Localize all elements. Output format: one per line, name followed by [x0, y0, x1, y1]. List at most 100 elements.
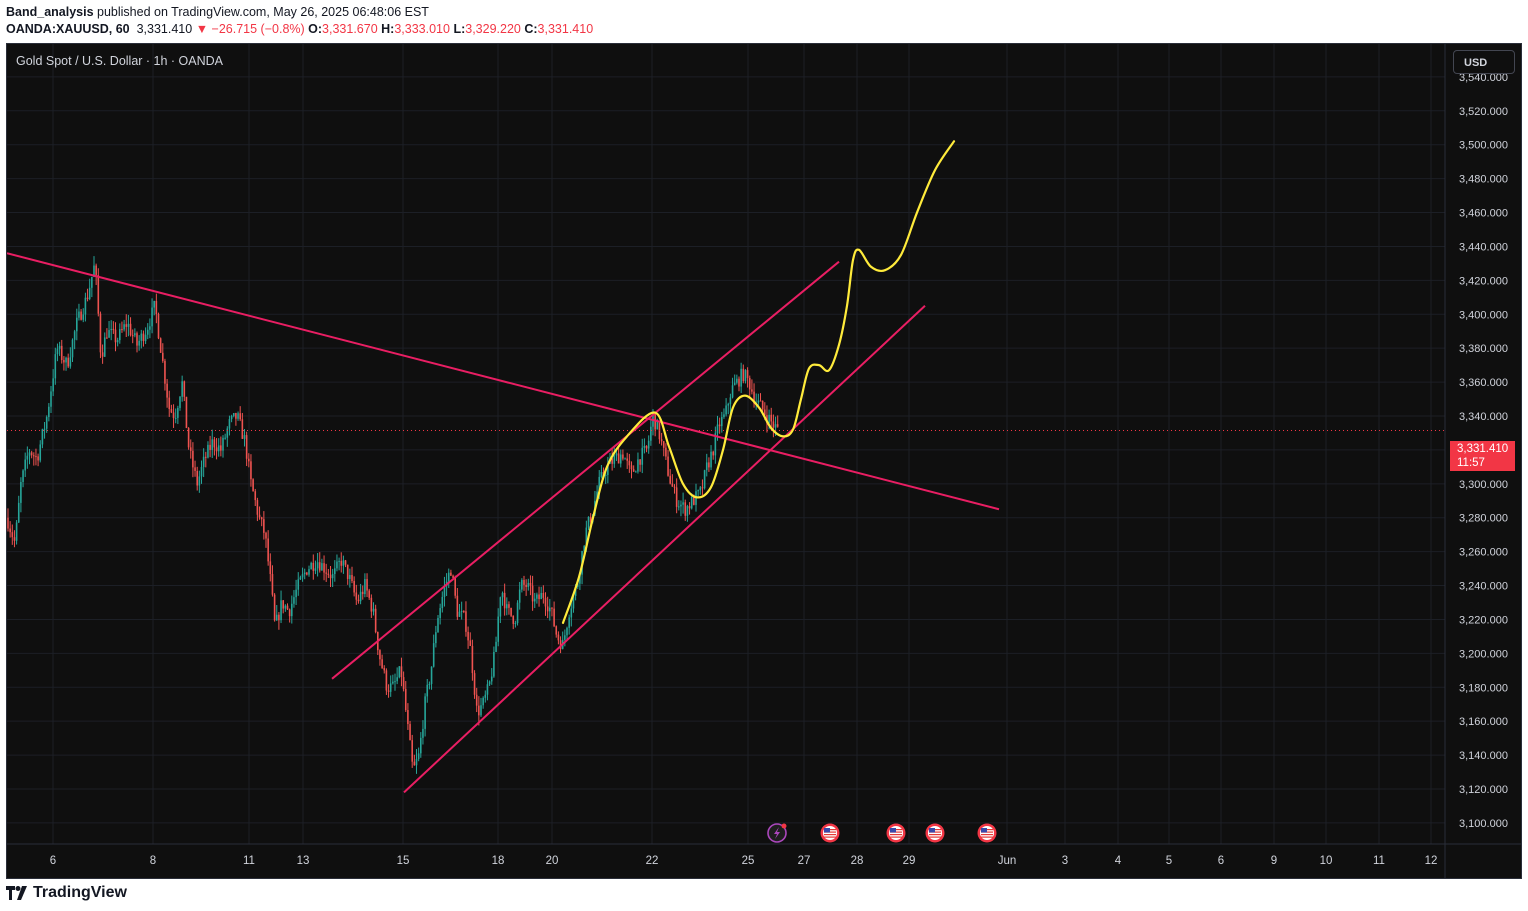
candle-body	[753, 391, 755, 404]
candle-body	[228, 419, 231, 429]
candle-body	[181, 381, 183, 397]
us-flag-event-icon[interactable]	[820, 823, 840, 843]
flag-stripe	[929, 836, 941, 838]
candle-body	[263, 519, 265, 533]
candle-body	[458, 611, 461, 617]
candle-body	[600, 472, 603, 477]
y-tick-label: 3,260.000	[1459, 547, 1508, 559]
candle-body	[540, 592, 542, 600]
candle-body	[538, 594, 540, 600]
candle-body	[686, 506, 689, 516]
candle-body	[589, 516, 592, 522]
candle-body	[708, 462, 710, 468]
high-value: 3,333.010	[394, 22, 450, 36]
candle-body	[478, 705, 480, 716]
candle-body	[142, 333, 145, 342]
candle-body	[155, 300, 158, 315]
candle-body	[65, 357, 67, 363]
candle-body	[424, 696, 426, 729]
candle-body	[93, 265, 95, 277]
candle-body	[278, 614, 280, 621]
chart-panel[interactable]: 3,100.000 3,120.000 3,140.000 3,160.000 3,18…	[6, 43, 1522, 879]
candle-body	[275, 614, 278, 621]
candle-body	[82, 314, 85, 320]
candle-body	[157, 314, 160, 339]
flag-stripe	[890, 834, 902, 836]
us-flag-event-icon[interactable]	[977, 823, 997, 843]
footer-brand[interactable]: TradingView	[6, 880, 127, 906]
candle-body	[11, 532, 14, 538]
candle-body	[527, 582, 530, 587]
candle-body	[641, 447, 644, 465]
candle-body	[45, 417, 48, 429]
candle-body	[153, 300, 155, 308]
candle-body	[67, 357, 69, 367]
candle-body	[310, 562, 312, 570]
candle-body	[43, 428, 46, 430]
candle-body	[346, 564, 349, 579]
candle-body	[119, 329, 121, 341]
price-chart[interactable]: 3,100.000 3,120.000 3,140.000 3,160.000 3,18…	[7, 44, 1521, 878]
candle-body	[727, 404, 730, 406]
candle-body	[185, 396, 188, 429]
author-name[interactable]: Band_analysis	[6, 5, 94, 19]
candle-body	[248, 458, 250, 462]
candle-body	[129, 323, 132, 336]
candle-body	[198, 476, 201, 486]
candle-body	[680, 504, 682, 507]
candle-body	[78, 311, 80, 318]
candle-body	[699, 487, 702, 491]
symbol-title: Gold Spot / U.S. Dollar · 1h · OANDA	[16, 54, 224, 68]
candle-body	[463, 610, 465, 612]
candle-body	[60, 345, 63, 361]
candle-body	[604, 474, 607, 476]
candle-body	[682, 502, 684, 505]
candle-body	[26, 455, 29, 460]
candle-body	[742, 368, 745, 382]
candle-body	[471, 645, 474, 674]
y-tick-label: 3,240.000	[1459, 581, 1508, 593]
candle-body	[650, 426, 652, 441]
candle-body	[533, 598, 536, 602]
candle-body	[705, 462, 708, 471]
candle-body	[744, 370, 747, 382]
y-tick-label: 3,140.000	[1459, 750, 1508, 762]
publish-text: published on TradingView.com, May 26, 20…	[93, 5, 429, 19]
x-tick-label: 28	[851, 855, 864, 867]
candle-body	[432, 643, 435, 667]
candle-body	[570, 608, 573, 618]
candle-body	[252, 479, 254, 492]
candle-body	[321, 563, 323, 571]
candle-body	[41, 429, 44, 445]
channel-upper	[331, 260, 840, 680]
candle-body	[499, 597, 502, 617]
candle-body	[422, 728, 424, 738]
candle-body	[697, 490, 699, 492]
candle-body	[318, 562, 321, 571]
candle-body	[656, 420, 659, 430]
candle-body	[690, 496, 693, 509]
candle-body	[437, 618, 439, 633]
open-value: 3,331.670	[322, 22, 378, 36]
candle-body	[523, 580, 525, 585]
currency-button[interactable]: USD	[1453, 50, 1515, 74]
us-flag-event-icon[interactable]	[925, 823, 945, 843]
candle-body	[770, 414, 773, 422]
candle-body	[675, 487, 678, 507]
candle-body	[121, 329, 123, 331]
candle-body	[411, 740, 413, 762]
x-tick-label: 9	[1271, 855, 1277, 867]
candle-body	[164, 360, 166, 384]
candle-body	[583, 546, 585, 552]
candle-body	[149, 326, 151, 330]
candle-body	[764, 409, 766, 416]
x-tick-label: 6	[50, 855, 56, 867]
candle-body	[450, 572, 452, 576]
candle-body	[639, 459, 641, 465]
candle-body	[301, 574, 304, 578]
candle-body	[387, 690, 390, 692]
candle-body	[482, 697, 484, 706]
us-flag-event-icon[interactable]	[886, 823, 906, 843]
bar-countdown: 11:57	[1457, 457, 1485, 469]
lightning-event-icon[interactable]	[767, 823, 787, 843]
